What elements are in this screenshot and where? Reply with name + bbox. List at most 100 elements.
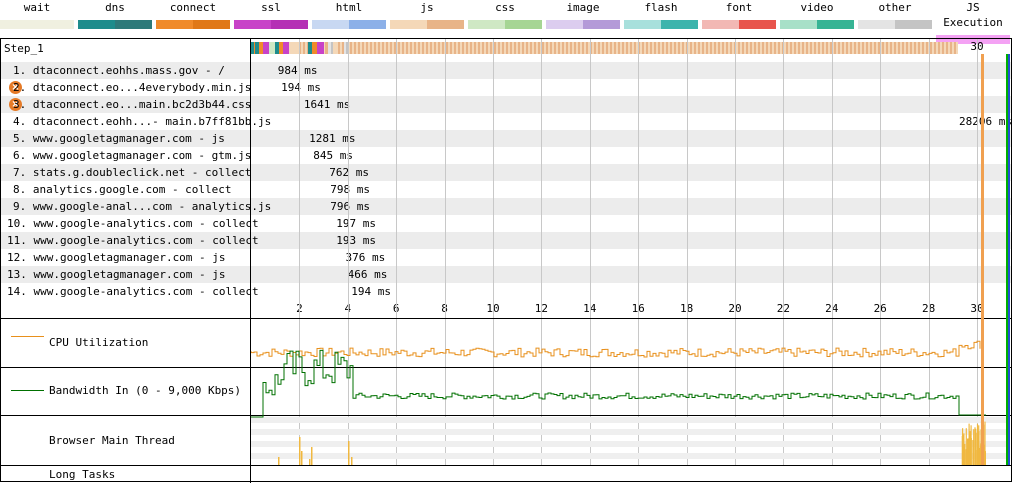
request-bar [275, 42, 958, 54]
request-label[interactable]: 9. www.google-anal...com - analytics.js [13, 200, 272, 213]
request-label[interactable]: 1. dtaconnect.eohhs.mass.gov - / [13, 64, 225, 77]
cpu-utilization-label: CPU Utilization [49, 336, 149, 349]
request-duration: 376 ms [345, 251, 386, 264]
request-row[interactable]: 5. www.googletagmanager.com - js [1, 130, 1011, 147]
request-duration: 197 ms [336, 217, 377, 230]
main-thread-activity [976, 423, 979, 465]
legend-swatch [702, 20, 776, 29]
main-thread-activity [962, 450, 964, 465]
legend-item-font: font [702, 0, 776, 30]
request-label[interactable]: 6. www.googletagmanager.com - gtm.js [13, 149, 252, 162]
bar-content [338, 42, 345, 54]
metrics-graphs [251, 340, 1009, 465]
request-row[interactable]: 9. www.google-anal...com - analytics.js [1, 198, 1011, 215]
bar-content [324, 42, 328, 54]
request-label[interactable]: 14. www.google-analytics.com - collect [7, 285, 259, 298]
bar-dns [251, 42, 255, 54]
legend-label: dns [105, 1, 125, 14]
grid-line [541, 39, 543, 318]
cpu-legend-line [11, 336, 44, 337]
request-duration: 845 ms [313, 149, 354, 162]
legend-item-video: video [780, 0, 854, 30]
request-label[interactable]: 13. www.googletagmanager.com - js [7, 268, 226, 281]
request-label[interactable]: 10. www.google-analytics.com - collect [7, 217, 259, 230]
legend-item-wait: wait [0, 0, 74, 30]
main-thread-activity [965, 428, 967, 465]
bar-dns [307, 42, 312, 54]
grid-line [589, 39, 591, 318]
grid-line [831, 39, 833, 318]
request-row[interactable]: 12. www.googletagmanager.com - js [1, 249, 1011, 266]
request-row[interactable]: 7. stats.g.doubleclick.net - collect [1, 164, 1011, 181]
grid-line [347, 319, 349, 465]
request-row[interactable]: 11. www.google-analytics.com - collect [1, 232, 1011, 249]
request-label[interactable]: 4. dtaconnect.eohh...- main.b7ff81bb.js [13, 115, 272, 128]
legend-swatch [78, 20, 152, 29]
legend-swatch [546, 20, 620, 29]
column-divider [250, 39, 251, 483]
request-bar [343, 42, 349, 54]
legend-label: flash [644, 1, 678, 14]
legend-swatch [390, 20, 464, 29]
main-thread-activity [979, 447, 981, 465]
grid-line [735, 319, 736, 465]
bar-connect [278, 42, 283, 54]
request-row[interactable]: 1. dtaconnect.eohhs.mass.gov - / [1, 62, 1011, 79]
grid-line [493, 319, 494, 465]
legend-label: html [335, 1, 363, 14]
grid-line [396, 319, 398, 465]
request-label[interactable]: 11. www.google-analytics.com - collect [7, 234, 259, 247]
step-label: Step_1 [4, 42, 44, 55]
legend-item-ssl: ssl [234, 0, 308, 30]
cpu-line [251, 340, 981, 358]
bar-dns [255, 42, 259, 54]
green-marker [1006, 54, 1008, 465]
legend-label: JS Execution [943, 1, 1003, 29]
request-label[interactable]: 7. stats.g.doubleclick.net - collect [13, 166, 252, 179]
legend-label: video [800, 1, 834, 14]
grid-line [880, 319, 882, 465]
request-duration: 194 ms [281, 81, 321, 94]
main-thread-activity [978, 431, 980, 465]
request-row[interactable]: 8. analytics.google.com - collect [1, 181, 1011, 198]
main-thread-activity [967, 438, 969, 465]
grid-line [735, 39, 736, 318]
legend-swatch [312, 20, 386, 29]
legend-swatch [780, 20, 854, 29]
request-row[interactable]: 6. www.googletagmanager.com - gtm.js [1, 147, 1011, 164]
main-thread-activity [311, 447, 313, 465]
bandwidth-label: Bandwidth In (0 - 9,000 Kbps) [49, 384, 242, 397]
warning-icon: × [9, 81, 22, 94]
legend-swatch [468, 20, 542, 29]
main-thread-activity [967, 453, 969, 465]
request-row[interactable]: 10. www.google-analytics.com - collect [1, 215, 1011, 232]
waterfall-chart: Step_1 24681012141618202224262830 1. dta… [0, 38, 1012, 483]
request-row[interactable]: 13. www.googletagmanager.com - js [1, 266, 1011, 283]
main-thread-activity [973, 429, 975, 465]
request-row[interactable]: × 2. dtaconnect.eo...4everybody.min.js [1, 79, 1011, 96]
main-thread-activity [309, 459, 311, 465]
request-label[interactable]: 2. dtaconnect.eo...4everybody.min.js [13, 81, 252, 94]
legend-swatch [156, 20, 230, 29]
request-label[interactable]: 12. www.googletagmanager.com - js [7, 251, 226, 264]
legend-item-css: css [468, 0, 542, 30]
main-thread-activity [962, 428, 964, 465]
bar-ssl [262, 42, 270, 54]
request-row[interactable]: × 3. dtaconnect.eo...main.bc2d3b44.css [1, 96, 1011, 113]
grid-line [928, 319, 930, 465]
grid-line [880, 39, 882, 318]
separator [1, 465, 1011, 466]
request-label[interactable]: 8. analytics.google.com - collect [13, 183, 232, 196]
request-row[interactable]: 14. www.google-analytics.com - collect [1, 283, 1011, 300]
separator [1, 415, 1011, 416]
legend-item-connect: connect [156, 0, 230, 30]
legend-swatch [858, 20, 932, 29]
request-bar [307, 42, 328, 54]
legend-swatch [0, 20, 74, 29]
request-row[interactable]: 4. dtaconnect.eohh...- main.b7ff81bb.js [1, 113, 1011, 130]
request-label[interactable]: 5. www.googletagmanager.com - js [13, 132, 225, 145]
request-label[interactable]: 3. dtaconnect.eo...main.bc2d3b44.css [13, 98, 252, 111]
legend-label: font [725, 1, 753, 14]
request-bar [333, 42, 345, 54]
bar-dns [275, 42, 279, 54]
